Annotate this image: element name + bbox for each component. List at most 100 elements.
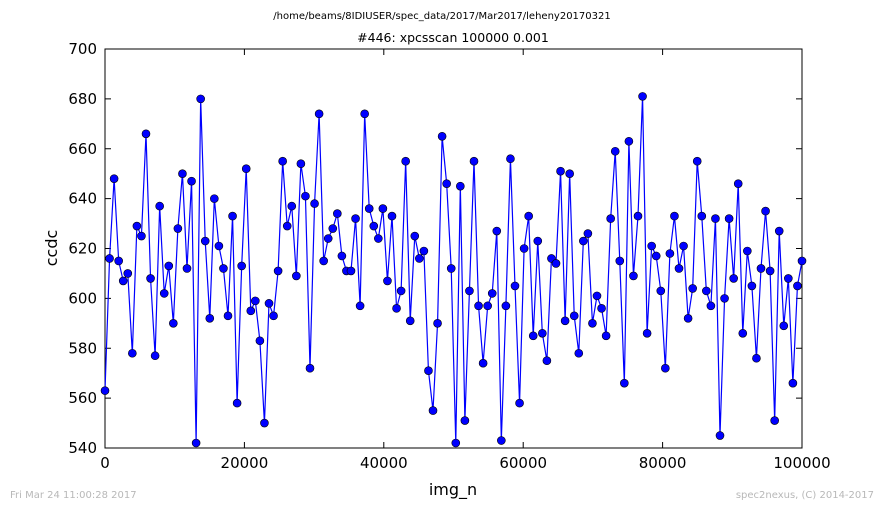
data-point — [173, 224, 183, 233]
data-point — [164, 261, 174, 271]
data-point — [692, 156, 702, 166]
data-point — [109, 174, 119, 183]
data-point — [524, 211, 533, 221]
file-path-suptitle: /home/beams/8IDIUSER/spec_data/2017/Mar2… — [273, 11, 610, 22]
data-point — [629, 271, 638, 281]
data-point — [392, 304, 401, 313]
data-point — [610, 146, 620, 156]
data-point — [474, 301, 483, 311]
data-point — [319, 256, 328, 266]
data-point — [761, 206, 770, 216]
data-point — [642, 328, 652, 338]
data-point — [232, 398, 242, 408]
data-point — [597, 304, 606, 313]
data-point — [579, 236, 588, 246]
data-point — [592, 291, 602, 301]
data-point — [588, 319, 597, 328]
data-point — [387, 211, 397, 221]
data-point — [169, 319, 178, 328]
data-point — [679, 241, 688, 251]
data-point — [210, 194, 219, 203]
data-point — [223, 311, 233, 321]
y-tick-label: 560 — [68, 389, 97, 407]
data-point — [770, 416, 779, 425]
data-point — [323, 234, 333, 243]
data-point — [328, 224, 338, 233]
data-point — [292, 271, 301, 281]
data-point — [542, 356, 552, 366]
y-axis-label: ccdc — [42, 230, 61, 267]
data-point — [565, 169, 574, 178]
data-point — [132, 221, 142, 231]
copyright-footer: spec2nexus, (C) 2014-2017 — [736, 490, 874, 501]
data-point — [264, 299, 274, 308]
data-point — [724, 214, 734, 223]
x-tick-label: 60000 — [499, 454, 547, 472]
data-point — [159, 289, 169, 298]
data-point — [510, 281, 520, 291]
data-point — [706, 301, 716, 311]
data-point — [214, 241, 224, 251]
data-point — [551, 259, 561, 268]
y-tick-label: 640 — [68, 190, 97, 208]
y-tick-label: 700 — [68, 40, 97, 58]
data-point — [469, 156, 479, 166]
data-point — [410, 231, 420, 241]
data-point — [246, 306, 256, 316]
data-point — [241, 164, 251, 173]
data-point — [305, 363, 315, 373]
data-point — [661, 363, 670, 373]
data-point — [583, 229, 593, 238]
data-point — [128, 348, 137, 358]
y-tick-label: 680 — [68, 90, 97, 108]
data-point — [287, 201, 297, 211]
data-point — [428, 406, 438, 415]
y-tick-label: 660 — [68, 140, 97, 158]
data-point — [255, 336, 265, 346]
data-point — [114, 256, 123, 266]
data-point — [538, 328, 547, 338]
data-point — [651, 251, 661, 261]
data-point — [765, 266, 775, 276]
data-point — [756, 264, 766, 273]
data-point — [178, 169, 187, 178]
data-point — [355, 301, 365, 311]
data-point — [446, 264, 456, 273]
data-point — [729, 274, 738, 283]
data-point — [620, 378, 629, 388]
data-point — [141, 129, 151, 139]
data-point — [515, 398, 524, 408]
data-point — [456, 181, 465, 191]
data-point — [415, 254, 424, 263]
data-point — [478, 358, 488, 368]
timestamp-footer: Fri Mar 24 11:00:28 2017 — [10, 490, 137, 501]
data-point — [670, 211, 679, 221]
data-point — [601, 331, 611, 341]
data-point — [205, 314, 215, 323]
data-point — [369, 221, 379, 231]
data-point — [638, 92, 647, 101]
data-point — [556, 166, 565, 176]
data-point — [533, 236, 543, 246]
x-tick-label: 20000 — [221, 454, 269, 472]
data-point — [720, 294, 729, 303]
y-tick-label: 580 — [68, 339, 97, 357]
y-tick-label: 600 — [68, 289, 97, 307]
data-point — [351, 214, 360, 223]
data-point — [702, 286, 711, 296]
y-axis-ticks: 540 560 580 600 620 640 660 680 700 — [68, 40, 802, 457]
data-point — [688, 284, 697, 293]
data-point — [419, 246, 429, 256]
data-point — [337, 251, 347, 261]
data-point — [793, 281, 802, 291]
series-line — [104, 96, 803, 444]
data-point — [405, 316, 415, 326]
data-point — [155, 201, 164, 211]
data-point — [665, 249, 675, 258]
y-tick-label: 540 — [68, 439, 97, 457]
data-point — [501, 301, 511, 311]
data-point — [788, 378, 798, 388]
data-point — [647, 241, 656, 251]
data-point — [743, 246, 752, 256]
